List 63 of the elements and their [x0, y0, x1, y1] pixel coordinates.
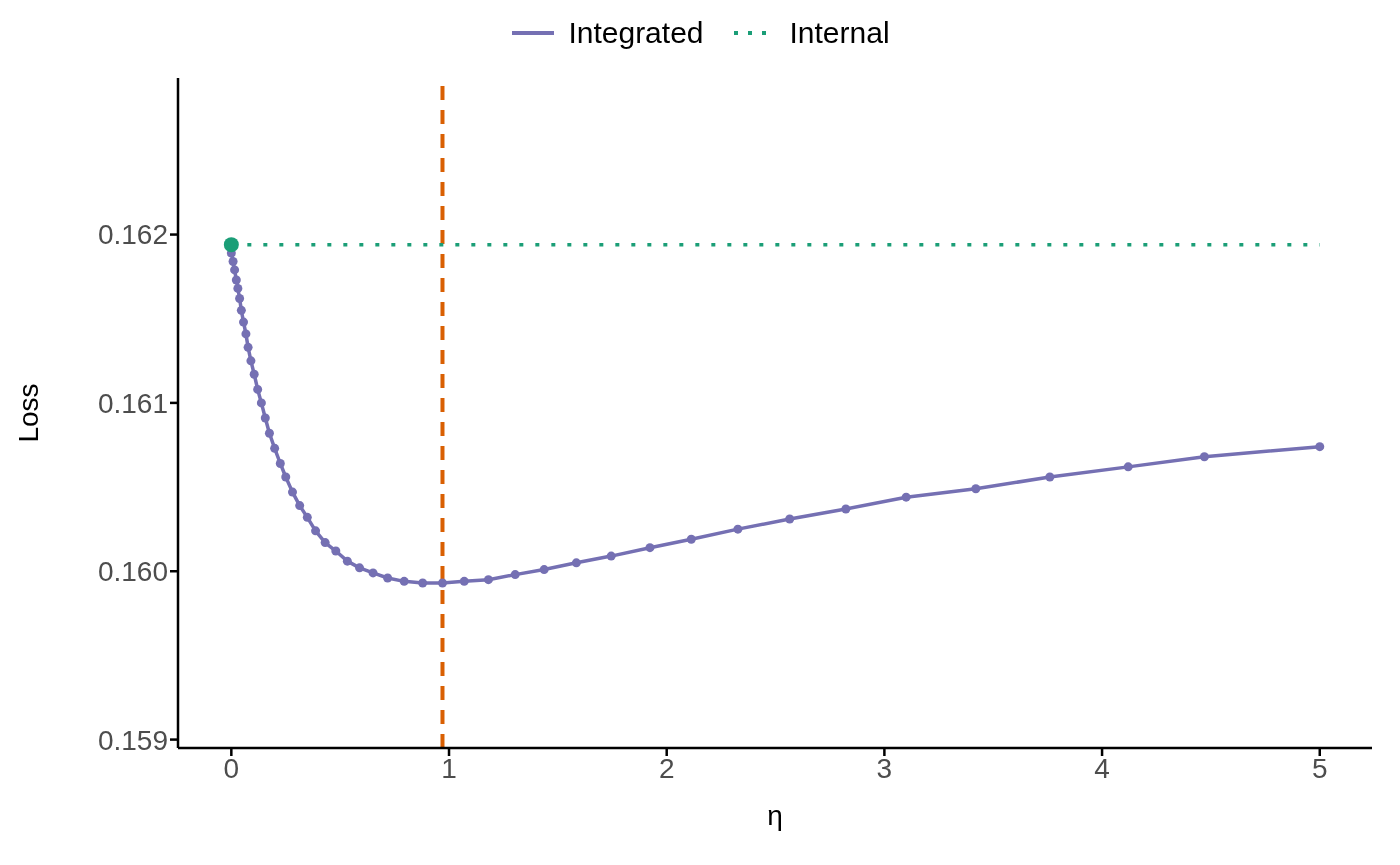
y-axis-title: Loss — [12, 383, 44, 443]
point — [235, 294, 245, 304]
point — [311, 526, 321, 536]
point — [437, 578, 447, 588]
point — [645, 543, 655, 553]
point — [331, 546, 341, 556]
y-tick-label: 0.161 — [97, 387, 168, 419]
point — [264, 428, 274, 438]
point — [243, 342, 253, 352]
legend-label: Internal — [789, 16, 890, 50]
point — [239, 317, 249, 327]
point — [230, 265, 240, 275]
legend-label: Integrated — [568, 16, 704, 50]
y-tick-label: 0.162 — [97, 219, 168, 251]
point — [606, 551, 616, 561]
point — [288, 487, 297, 497]
point — [355, 563, 365, 573]
point — [256, 398, 266, 408]
point — [231, 275, 241, 285]
point — [260, 413, 270, 423]
x-tick-label: 0 — [223, 752, 240, 784]
point — [246, 356, 256, 366]
point — [1199, 452, 1209, 462]
point — [459, 576, 469, 586]
point — [342, 556, 352, 566]
point — [368, 568, 378, 578]
point — [971, 484, 981, 494]
x-axis-title: η — [767, 800, 783, 831]
point — [399, 576, 409, 586]
point — [901, 492, 911, 502]
point — [253, 384, 263, 394]
x-tick-label: 3 — [876, 752, 893, 784]
point — [228, 256, 238, 266]
point — [233, 283, 243, 293]
point — [281, 472, 291, 482]
point — [539, 565, 549, 575]
point — [841, 504, 851, 514]
point — [510, 570, 520, 580]
x-tick-label: 5 — [1311, 752, 1328, 784]
point — [571, 558, 581, 568]
y-tick-label: 0.159 — [97, 724, 168, 756]
y-tick-label: 0.160 — [97, 556, 168, 588]
point — [236, 305, 246, 315]
point — [733, 524, 743, 534]
point — [383, 573, 393, 583]
point — [270, 443, 280, 453]
point — [418, 578, 428, 588]
point — [241, 329, 251, 339]
point — [785, 514, 795, 524]
point — [1045, 472, 1055, 482]
point — [1123, 462, 1133, 472]
point — [686, 534, 696, 544]
point — [320, 538, 330, 548]
point — [249, 369, 259, 379]
x-tick-label: 1 — [441, 752, 457, 784]
point — [295, 501, 305, 511]
x-tick-label: 4 — [1094, 752, 1110, 784]
point — [483, 575, 493, 585]
point — [1315, 442, 1325, 452]
point — [302, 512, 312, 522]
point — [223, 237, 239, 253]
point — [275, 459, 285, 468]
x-tick-label: 2 — [658, 752, 675, 784]
